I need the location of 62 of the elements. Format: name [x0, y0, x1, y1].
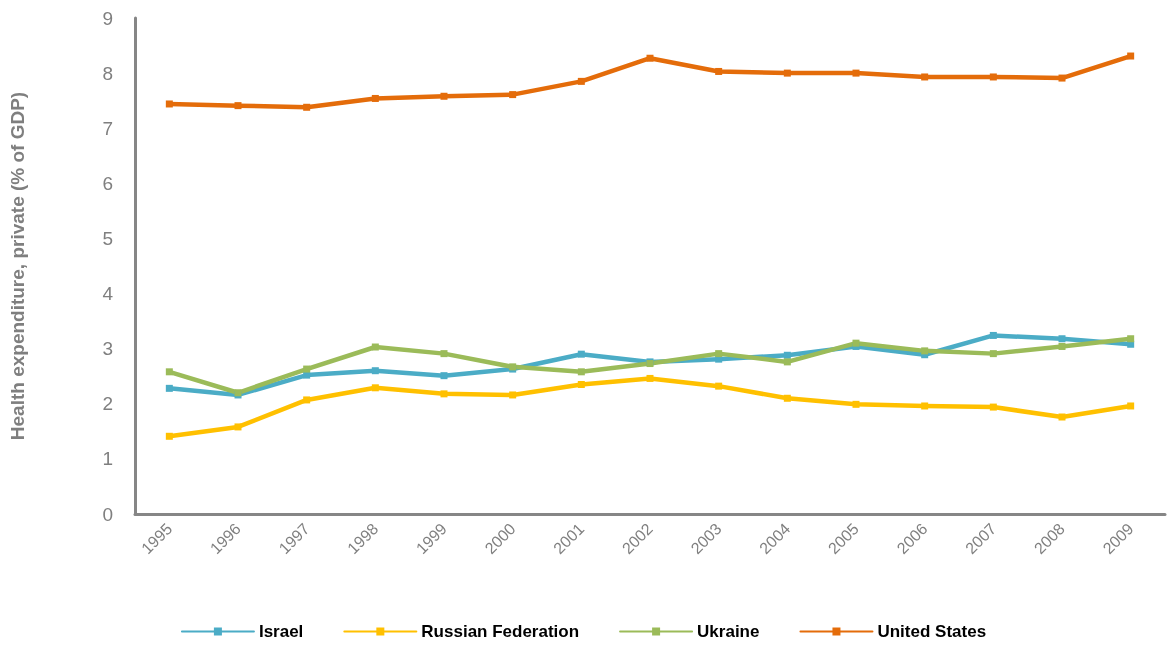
point	[921, 73, 929, 81]
point	[989, 403, 997, 411]
y-tick-label: 9	[102, 7, 113, 29]
y-tick-label: 4	[102, 283, 114, 305]
point	[852, 400, 860, 408]
point	[371, 94, 379, 102]
point	[1127, 402, 1135, 410]
point	[371, 384, 379, 392]
point	[577, 77, 585, 85]
point	[509, 391, 517, 399]
y-tick-label: 7	[102, 117, 113, 139]
point	[371, 367, 379, 375]
y-tick-label: 8	[102, 62, 113, 84]
point	[1058, 413, 1066, 421]
point	[577, 380, 585, 388]
point	[303, 365, 311, 373]
point	[371, 343, 379, 351]
point	[783, 69, 791, 77]
point	[577, 368, 585, 376]
point	[989, 73, 997, 81]
legend-label: Russian Federation	[421, 622, 580, 641]
point	[783, 394, 791, 402]
point	[715, 382, 723, 390]
legend-label: Israel	[258, 622, 304, 641]
point	[165, 100, 173, 108]
point	[646, 374, 654, 382]
point	[715, 350, 723, 358]
point	[165, 368, 173, 376]
point	[165, 384, 173, 392]
point	[440, 350, 448, 358]
y-tick-label: 0	[102, 503, 113, 525]
point	[440, 390, 448, 398]
y-tick-label: 1	[102, 448, 113, 470]
point	[989, 350, 997, 358]
y-tick-label: 6	[102, 172, 113, 194]
point	[715, 67, 723, 75]
point	[1058, 335, 1066, 343]
y-tick-label: 3	[102, 338, 113, 360]
point	[1127, 335, 1135, 343]
point	[921, 402, 929, 410]
point	[921, 347, 929, 355]
point	[165, 432, 173, 440]
point	[646, 54, 654, 62]
point	[234, 423, 242, 431]
y-axis-title: Health expenditure, private (% of GDP)	[7, 91, 28, 441]
point	[783, 358, 791, 366]
point	[989, 331, 997, 339]
point	[440, 372, 448, 380]
point	[577, 350, 585, 358]
y-tick-label: 5	[102, 227, 113, 249]
point	[1127, 52, 1135, 60]
legend-label: United States	[877, 622, 987, 641]
point	[509, 91, 517, 99]
y-tick-label: 2	[102, 393, 113, 415]
point	[303, 103, 311, 111]
point	[1058, 342, 1066, 350]
point	[1058, 74, 1066, 82]
point	[234, 102, 242, 110]
point	[440, 92, 448, 100]
point	[303, 396, 311, 404]
legend-label: Ukraine	[697, 622, 760, 641]
point	[852, 69, 860, 77]
